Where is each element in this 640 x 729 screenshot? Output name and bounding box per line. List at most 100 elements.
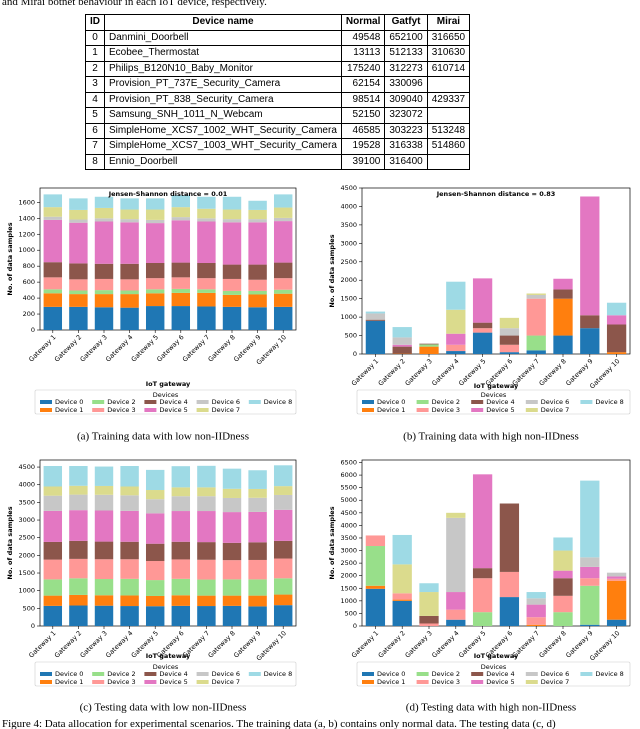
bar-segment: [392, 534, 412, 565]
bar-segment: [145, 198, 165, 210]
legend-swatch: [416, 400, 429, 404]
legend-swatch: [580, 672, 593, 676]
bar-segment: [446, 333, 466, 345]
y-tick-label: 2000: [340, 276, 357, 284]
bar-segment: [145, 289, 165, 294]
legend-swatch: [40, 672, 52, 676]
legend-title: Devices: [481, 663, 507, 671]
bar-segment: [94, 605, 114, 626]
y-tick-label: 2000: [340, 572, 357, 580]
bar-segment: [94, 466, 114, 486]
bar-segment: [171, 559, 191, 579]
bar-segment: [197, 542, 216, 560]
bar-segment: [222, 512, 242, 543]
bar-segment: [120, 263, 139, 280]
bar-segment: [120, 219, 139, 223]
bar-segment: [499, 597, 520, 626]
bar-segment: [94, 510, 114, 542]
bar-segment: [69, 219, 88, 223]
bar-segment: [171, 466, 191, 488]
bar-segment: [606, 352, 627, 354]
legend-swatch: [525, 408, 538, 412]
bar-segment: [553, 612, 573, 626]
y-tick-label: 1200: [18, 230, 35, 238]
bar-segment: [553, 537, 573, 551]
bar-segment: [171, 220, 191, 263]
legend-swatch: [144, 408, 157, 412]
bar-segment: [120, 606, 139, 626]
bar-segment: [553, 278, 573, 290]
bar-segment: [145, 209, 165, 220]
bar-segment: [43, 289, 63, 294]
bar-segment: [145, 606, 165, 626]
y-tick-label: 5500: [340, 484, 357, 492]
legend-swatch: [144, 680, 157, 684]
bar-segment: [69, 279, 88, 291]
bar-segment: [446, 512, 466, 518]
bar-segment: [43, 579, 63, 596]
bar-segment: [94, 595, 114, 606]
bar-segment: [43, 306, 63, 330]
bar-segment: [69, 222, 88, 264]
legend-swatch: [144, 672, 157, 676]
bar-segment: [580, 566, 600, 579]
bar-segment: [526, 298, 546, 336]
plot-frame: [361, 187, 631, 355]
bar-segment: [197, 208, 216, 219]
bar-segment: [273, 262, 293, 279]
bar-segment: [145, 262, 165, 279]
table-cell: 8: [85, 153, 105, 170]
bar-segment: [580, 557, 600, 567]
legend-swatch: [144, 400, 157, 404]
bar-segment: [222, 579, 242, 596]
bar-segment: [43, 293, 63, 307]
bar-segment: [69, 290, 88, 295]
y-tick-label: 1600: [18, 198, 35, 206]
y-axis-label: No. of data samples: [328, 506, 336, 579]
bar-segment: [94, 307, 114, 330]
x-tick-label: Gateway 1: [350, 357, 380, 387]
bar-segment: [392, 593, 412, 600]
legend-title: Devices: [153, 663, 179, 671]
bar-segment: [145, 490, 165, 500]
bar-segment: [273, 605, 293, 626]
y-tick-label: 2500: [340, 559, 357, 567]
bar-segment: [248, 219, 267, 223]
bar-segment: [526, 294, 546, 299]
bar-segment: [171, 487, 191, 497]
y-tick-label: 0: [31, 326, 35, 334]
bar-segment: [222, 219, 242, 223]
bar-segment: [419, 592, 439, 616]
bar-segment: [472, 328, 493, 333]
bar-segment: [94, 290, 114, 295]
bar-segment: [94, 294, 114, 308]
bar-segment: [222, 306, 242, 330]
legend-label: Device 6: [212, 398, 240, 406]
bar-segment: [94, 218, 114, 222]
legend-swatch: [416, 672, 429, 676]
bar-segment: [580, 328, 600, 354]
bar-segment: [273, 558, 293, 579]
bar-segment: [222, 196, 242, 210]
bar-segment: [197, 496, 216, 512]
legend-swatch: [362, 680, 374, 684]
bar-segment: [120, 578, 139, 596]
bar-segment: [120, 279, 139, 291]
bar-segment: [145, 561, 165, 581]
bar-segment: [273, 578, 293, 595]
bar-segment: [472, 322, 493, 329]
legend-label: Device 5: [486, 678, 514, 686]
bar-segment: [197, 262, 216, 279]
legend-label: Device 0: [377, 670, 405, 678]
legend-label: Device 0: [55, 670, 83, 678]
bar-segment: [248, 559, 267, 580]
bar-segment: [222, 560, 242, 580]
bar-segment: [43, 216, 63, 220]
bar-segment: [197, 221, 216, 263]
bar-segment: [43, 541, 63, 560]
bar-segment: [171, 292, 191, 307]
bar-segment: [365, 585, 386, 589]
bar-segment: [222, 278, 242, 291]
legend-swatch: [471, 672, 484, 676]
bar-segment: [222, 488, 242, 498]
